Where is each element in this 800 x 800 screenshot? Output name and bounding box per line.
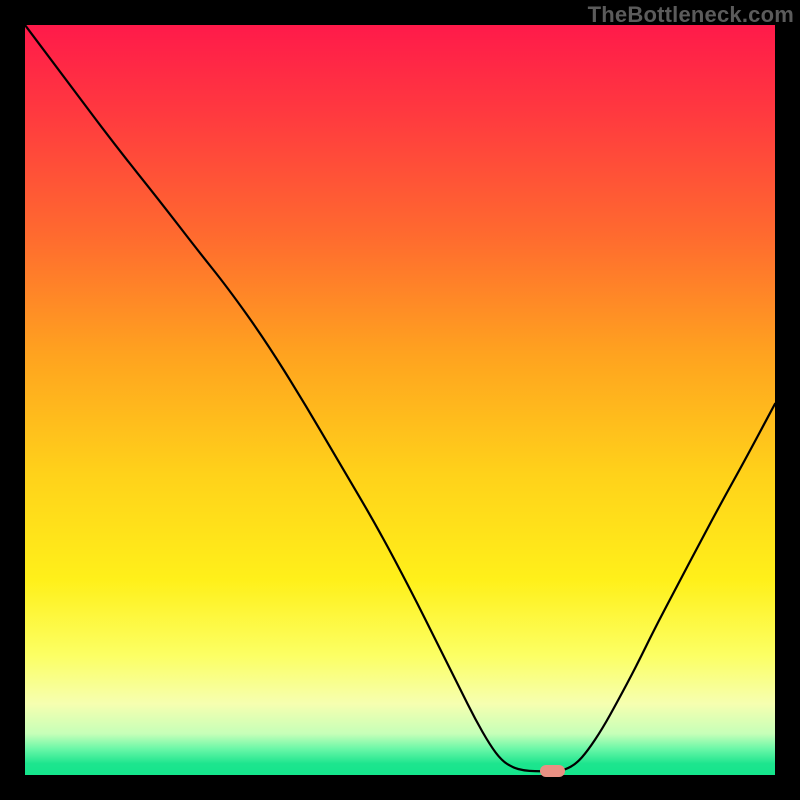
bottleneck-curve xyxy=(25,25,775,775)
watermark-text: TheBottleneck.com xyxy=(588,2,794,28)
plot-area xyxy=(25,25,775,775)
canvas-root: TheBottleneck.com xyxy=(0,0,800,800)
optimum-marker xyxy=(540,765,565,778)
